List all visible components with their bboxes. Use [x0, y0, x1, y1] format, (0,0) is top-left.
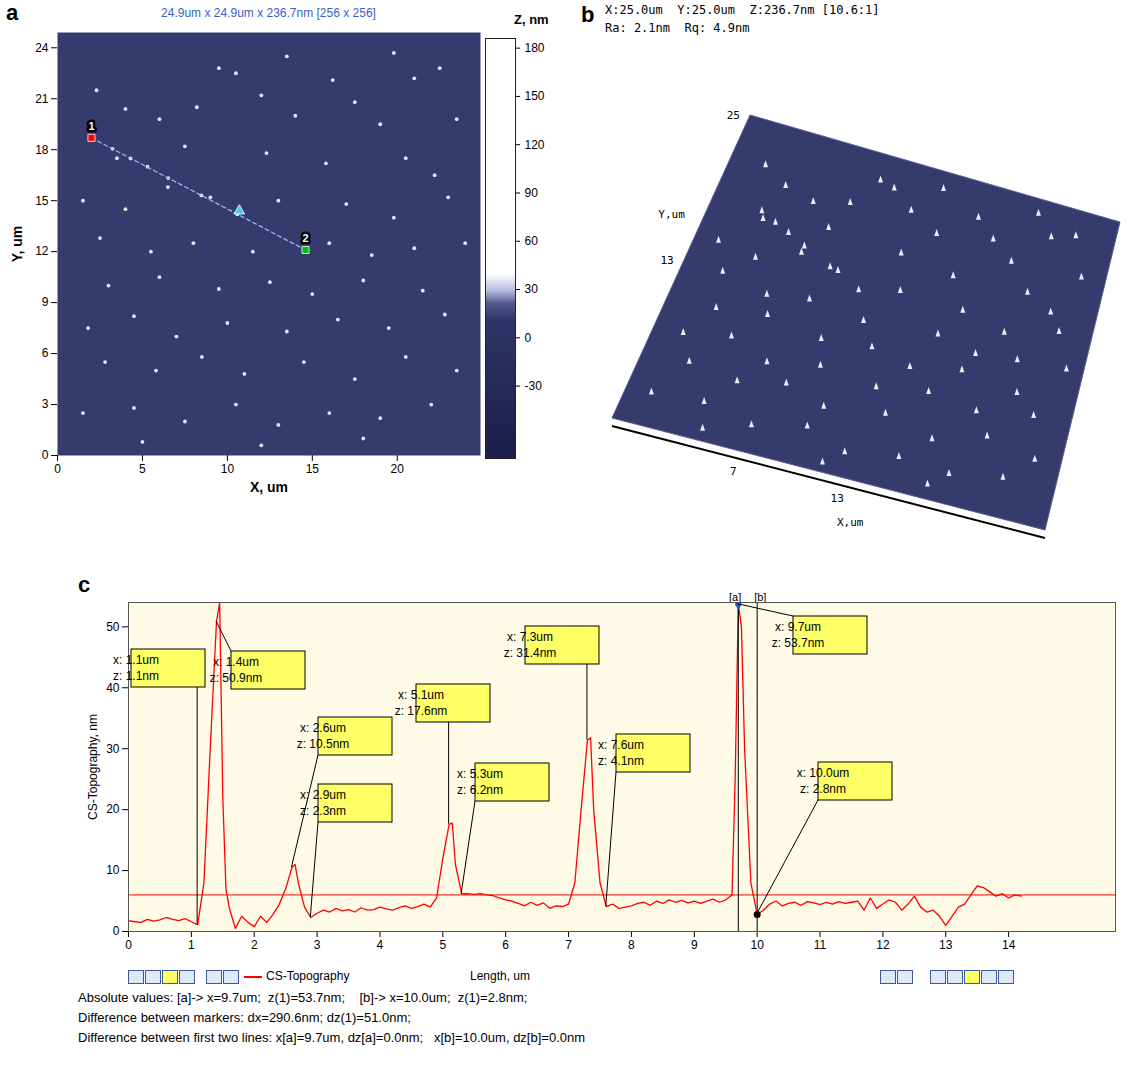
svg-text:x: 2.6um: x: 2.6um [300, 721, 346, 735]
svg-text:0: 0 [42, 448, 49, 462]
html-text:Z, nm: Z, nm [514, 12, 549, 27]
svg-text:z: 2.3nm: z: 2.3nm [300, 804, 346, 818]
svg-text:[a]: [a] [729, 591, 741, 603]
svg-text:z: 50.9nm: z: 50.9nm [210, 671, 263, 685]
svg-text:0: 0 [54, 462, 61, 476]
svg-text:25: 25 [727, 109, 740, 122]
html-text:a: a [6, 0, 19, 25]
html-text:CS-Topography: CS-Topography [266, 969, 350, 983]
svg-text:6: 6 [502, 938, 509, 952]
svg-text:X:25.0um Y:25.0um Z:236.7nm: X:25.0um Y:25.0um Z:236.7nm [10.6:1] [605, 3, 880, 17]
svg-text:13: 13 [831, 492, 844, 505]
svg-text:Ra: 2.1nm Rq: 4.9nm: Ra: 2.1nm Rq: 4.9nm [605, 21, 750, 35]
svg-text:60: 60 [525, 234, 539, 248]
svg-text:15: 15 [35, 194, 49, 208]
svg-text:Y, um: Y, um [9, 226, 25, 263]
svg-text:24: 24 [35, 41, 49, 55]
svg-text:4: 4 [377, 938, 384, 952]
svg-text:0: 0 [125, 938, 132, 952]
svg-text:20: 20 [391, 462, 405, 476]
svg-text:1: 1 [188, 938, 195, 952]
svg-text:2: 2 [251, 938, 258, 952]
svg-text:8: 8 [628, 938, 635, 952]
svg-text:13: 13 [661, 254, 674, 267]
html-text:24.9um x 24.9um x 236.7nm [256: 24.9um x 24.9um x 236.7nm [256 x 256] [161, 6, 376, 20]
svg-text:1: 1 [88, 120, 94, 132]
svg-text:6: 6 [42, 346, 49, 360]
svg-text:90: 90 [525, 186, 539, 200]
svg-text:z: 10.5nm: z: 10.5nm [297, 737, 350, 751]
svg-text:9: 9 [42, 295, 49, 309]
svg-text:18: 18 [35, 143, 49, 157]
svg-text:30: 30 [106, 742, 120, 756]
svg-text:150: 150 [525, 89, 545, 103]
svg-text:7: 7 [730, 465, 737, 478]
html-text:Absolute values: [a]-> x=9.7um: Absolute values: [a]-> x=9.7um; z(1)=53.… [78, 990, 528, 1005]
svg-text:CS-Topography, nm: CS-Topography, nm [86, 714, 100, 820]
svg-text:z: 4.1nm: z: 4.1nm [598, 754, 644, 768]
svg-text:x: 5.3um: x: 5.3um [457, 767, 503, 781]
svg-text:13: 13 [939, 938, 953, 952]
svg-text:z: 17.6nm: z: 17.6nm [395, 704, 448, 718]
svg-text:21: 21 [35, 92, 49, 106]
svg-text:X,um: X,um [837, 516, 864, 529]
svg-text:b: b [581, 2, 594, 27]
svg-text:9: 9 [691, 938, 698, 952]
svg-text:x: 2.9um: x: 2.9um [300, 788, 346, 802]
svg-text:15: 15 [306, 462, 320, 476]
svg-text:Y,um: Y,um [658, 208, 685, 221]
svg-text:x: 7.6um: x: 7.6um [598, 738, 644, 752]
svg-text:x: 10.0um: x: 10.0um [797, 766, 850, 780]
svg-text:50: 50 [106, 620, 120, 634]
svg-text:180: 180 [525, 41, 545, 55]
html-text:c: c [78, 572, 91, 597]
svg-text:x: 1.4um: x: 1.4um [213, 655, 259, 669]
svg-text:z: 31.4nm: z: 31.4nm [504, 646, 557, 660]
svg-text:14: 14 [1002, 938, 1016, 952]
html-text:Difference between first two l: Difference between first two lines: x[a]… [78, 1030, 585, 1045]
html-text:Length, um: Length, um [470, 969, 530, 983]
svg-text:40: 40 [106, 680, 120, 695]
svg-text:11: 11 [814, 938, 827, 952]
svg-text:z: 2.8nm: z: 2.8nm [800, 782, 846, 796]
svg-text:0: 0 [113, 924, 120, 938]
svg-text:120: 120 [525, 138, 545, 152]
svg-text:0: 0 [525, 331, 532, 345]
svg-text:12: 12 [35, 244, 49, 258]
svg-text:x: 1.1um: x: 1.1um [113, 653, 159, 667]
svg-text:10: 10 [106, 863, 120, 877]
svg-text:X, um: X, um [250, 479, 288, 495]
svg-text:3: 3 [42, 397, 49, 411]
svg-text:-30: -30 [525, 379, 543, 393]
svg-text:10: 10 [750, 938, 764, 952]
svg-text:x: 7.3um: x: 7.3um [507, 630, 553, 644]
svg-text:5: 5 [139, 462, 146, 476]
svg-text:20: 20 [106, 802, 120, 816]
svg-text:x: 9.7um: x: 9.7um [775, 620, 821, 634]
svg-text:z: 1.1nm: z: 1.1nm [113, 669, 159, 683]
svg-text:z: 53.7nm: z: 53.7nm [772, 636, 825, 650]
svg-text:7: 7 [565, 938, 572, 952]
svg-text:12: 12 [876, 938, 890, 952]
svg-text:x: 5.1um: x: 5.1um [398, 688, 444, 702]
svg-text:30: 30 [525, 282, 539, 296]
svg-text:3: 3 [314, 938, 321, 952]
svg-text:[b]: [b] [754, 591, 766, 603]
svg-text:5: 5 [439, 938, 446, 952]
svg-text:2: 2 [302, 232, 308, 244]
svg-text:10: 10 [221, 462, 235, 476]
svg-text:z: 6.2nm: z: 6.2nm [457, 783, 503, 797]
html-text:Difference between markers: dx: Difference between markers: dx=290.6nm; … [78, 1010, 411, 1025]
